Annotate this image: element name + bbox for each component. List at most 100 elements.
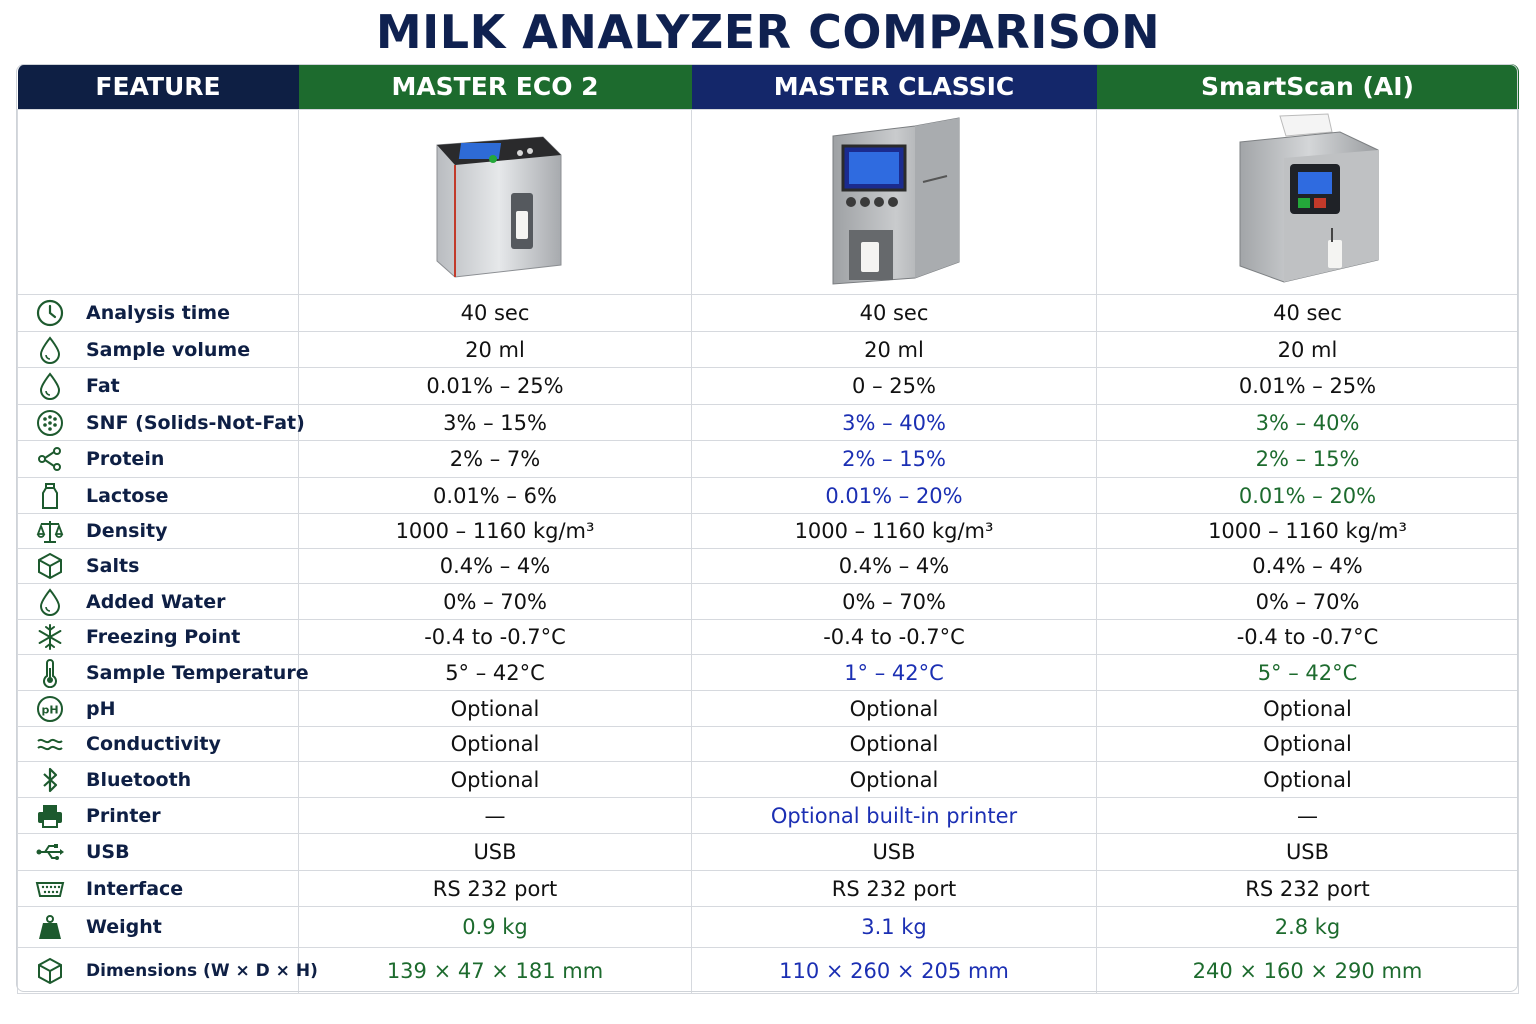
feature-cell: Density xyxy=(17,513,299,549)
value-master-classic: 3.1 kg xyxy=(691,906,1097,948)
value-master-eco-2: 5° – 42°C xyxy=(298,654,692,691)
value-master-eco-2: 0.01% – 6% xyxy=(298,477,692,514)
table-row: USB USB USB USB xyxy=(17,833,1519,871)
value-smartscan: 40 sec xyxy=(1096,294,1519,332)
feature-cell: Interface xyxy=(17,870,299,907)
value-master-eco-2: 139 × 47 × 181 mm xyxy=(298,947,692,994)
page-title: MILK ANALYZER COMPARISON xyxy=(375,5,1161,59)
value-master-eco-2: Optional xyxy=(298,690,692,727)
share-nodes-icon xyxy=(33,442,67,476)
value-master-classic: 1000 – 1160 kg/m³ xyxy=(691,513,1097,549)
value-master-eco-2: 2% – 7% xyxy=(298,440,692,478)
feature-label: Analysis time xyxy=(86,302,230,324)
value-smartscan: 240 × 160 × 290 mm xyxy=(1096,947,1519,994)
feature-label: Freezing Point xyxy=(86,626,241,648)
table-row: Sample volume 20 ml 20 ml 20 ml xyxy=(17,331,1519,368)
table-row: Printer — Optional built-in printer — xyxy=(17,797,1519,834)
table-row: Fat 0.01% – 25% 0 – 25% 0.01% – 25% xyxy=(17,367,1519,405)
value-master-eco-2: RS 232 port xyxy=(298,870,692,907)
product-image-row xyxy=(17,109,1519,295)
value-master-classic: Optional built-in printer xyxy=(691,797,1097,834)
value-master-classic: 0.01% – 20% xyxy=(691,477,1097,514)
thermometer-icon xyxy=(33,656,67,690)
cube-icon xyxy=(33,954,67,988)
value-master-classic: 3% – 40% xyxy=(691,404,1097,441)
value-master-classic: 1° – 42°C xyxy=(691,654,1097,691)
value-smartscan: Optional xyxy=(1096,690,1519,727)
milk-analyzer-smartscan-device xyxy=(1239,113,1378,283)
table-row: SNF (Solids-Not-Fat) 3% – 15% 3% – 40% 3% –… xyxy=(17,404,1519,441)
value-smartscan: USB xyxy=(1096,833,1519,871)
feature-cell: Printer xyxy=(17,797,299,834)
snowflake-icon xyxy=(33,620,67,654)
value-smartscan: 1000 – 1160 kg/m³ xyxy=(1096,513,1519,549)
feature-label: Weight xyxy=(86,916,162,938)
feature-label: Printer xyxy=(86,804,161,827)
feature-cell: Conductivity xyxy=(17,726,299,762)
bluetooth-icon xyxy=(33,763,67,797)
feature-label: SNF (Solids-Not-Fat) xyxy=(86,411,305,434)
value-master-eco-2: USB xyxy=(298,833,692,871)
table-row: Sample Temperature 5° – 42°C 1° – 42°C 5° –… xyxy=(17,654,1519,691)
clock-icon xyxy=(33,296,67,330)
header-master-eco-2: MASTER ECO 2 xyxy=(298,64,692,110)
feature-label: USB xyxy=(86,841,130,863)
table-row: pH pH Optional Optional Optional xyxy=(17,690,1519,727)
value-smartscan: 0.01% – 25% xyxy=(1096,367,1519,405)
feature-cell: Fat xyxy=(17,367,299,405)
value-master-classic: USB xyxy=(691,833,1097,871)
value-smartscan: 3% – 40% xyxy=(1096,404,1519,441)
feature-label: Lactose xyxy=(86,484,169,507)
value-smartscan: Optional xyxy=(1096,726,1519,762)
header-smartscan: SmartScan (AI) xyxy=(1096,64,1519,110)
product-image-cell xyxy=(1096,109,1519,295)
value-smartscan: 0% – 70% xyxy=(1096,583,1519,620)
feature-label: Sample Temperature xyxy=(86,661,309,684)
table-row: Protein 2% – 7% 2% – 15% 2% – 15% xyxy=(17,440,1519,478)
header-master-classic: MASTER CLASSIC xyxy=(691,64,1097,110)
value-smartscan: 2% – 15% xyxy=(1096,440,1519,478)
feature-cell: Weight xyxy=(17,906,299,948)
usb-icon xyxy=(33,835,67,869)
value-master-classic: RS 232 port xyxy=(691,870,1097,907)
feature-label: Dimensions (W × D × H) xyxy=(86,960,318,981)
header-row: FEATURE MASTER ECO 2 MASTER CLASSIC Smar… xyxy=(17,64,1519,110)
value-smartscan: 2.8 kg xyxy=(1096,906,1519,948)
value-smartscan: 0.01% – 20% xyxy=(1096,477,1519,514)
value-master-eco-2: 0.4% – 4% xyxy=(298,548,692,584)
milk-analyzer-classic-device xyxy=(832,117,960,285)
feature-cell: Protein xyxy=(17,440,299,478)
value-master-classic: Optional xyxy=(691,761,1097,798)
value-smartscan: 20 ml xyxy=(1096,331,1519,368)
value-master-classic: 2% – 15% xyxy=(691,440,1097,478)
value-smartscan: -0.4 to -0.7°C xyxy=(1096,619,1519,655)
value-master-classic: 0% – 70% xyxy=(691,583,1097,620)
feature-label: Bluetooth xyxy=(86,768,192,791)
ph-icon: pH xyxy=(33,692,67,726)
feature-label: Density xyxy=(86,520,168,542)
feature-cell: Freezing Point xyxy=(17,619,299,655)
bottle-icon xyxy=(33,479,67,513)
scale-icon xyxy=(33,514,67,548)
value-master-eco-2: 40 sec xyxy=(298,294,692,332)
value-master-eco-2: 0% – 70% xyxy=(298,583,692,620)
printer-icon xyxy=(33,799,67,833)
feature-cell: Sample volume xyxy=(17,331,299,368)
drop-icon xyxy=(33,333,67,367)
value-master-classic: 40 sec xyxy=(691,294,1097,332)
value-master-eco-2: 3% – 15% xyxy=(298,404,692,441)
feature-label: Protein xyxy=(86,448,165,470)
feature-cell: pH pH xyxy=(17,690,299,727)
table-row: Salts 0.4% – 4% 0.4% – 4% 0.4% – 4% xyxy=(17,548,1519,584)
value-master-eco-2: -0.4 to -0.7°C xyxy=(298,619,692,655)
value-smartscan: RS 232 port xyxy=(1096,870,1519,907)
serial-port-icon xyxy=(33,872,67,906)
value-master-classic: 20 ml xyxy=(691,331,1097,368)
table-row: Lactose 0.01% – 6% 0.01% – 20% 0.01% – 20% xyxy=(17,477,1519,514)
weight-icon xyxy=(33,910,67,944)
value-master-classic: 0 – 25% xyxy=(691,367,1097,405)
feature-label: Conductivity xyxy=(86,733,221,755)
svg-text:pH: pH xyxy=(41,703,58,716)
feature-cell: Analysis time xyxy=(17,294,299,332)
value-master-classic: -0.4 to -0.7°C xyxy=(691,619,1097,655)
